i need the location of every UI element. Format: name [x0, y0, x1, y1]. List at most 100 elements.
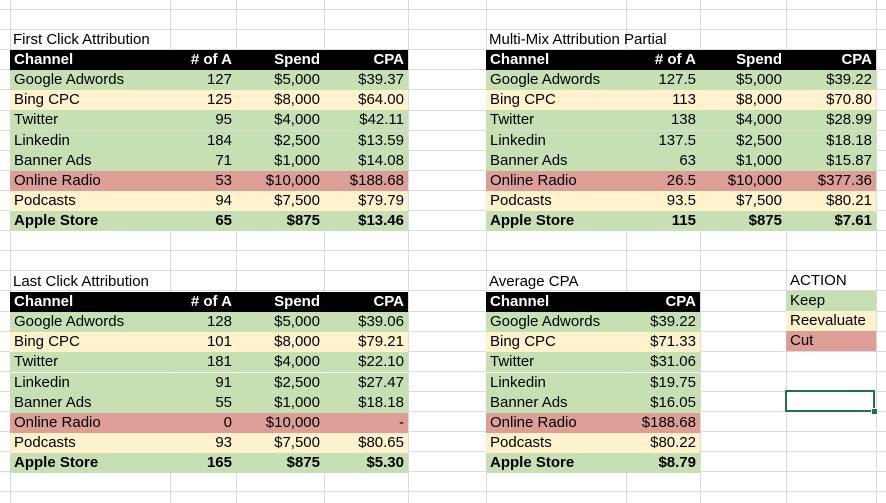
- table-cell[interactable]: Twitter: [490, 111, 535, 128]
- table-cell[interactable]: 165: [206, 454, 232, 471]
- column-header[interactable]: Spend: [274, 293, 320, 310]
- table-cell[interactable]: $80.22: [650, 434, 696, 451]
- table-cell[interactable]: $1,000: [274, 394, 320, 411]
- table-cell[interactable]: Podcasts: [14, 192, 76, 209]
- table-cell[interactable]: Banner Ads: [14, 394, 92, 411]
- table-cell[interactable]: -: [399, 414, 404, 431]
- table-cell[interactable]: $2,500: [274, 374, 320, 391]
- table-cell[interactable]: $5,000: [274, 313, 320, 330]
- table-cell[interactable]: Bing CPC: [14, 91, 80, 108]
- table-cell[interactable]: Online Radio: [14, 414, 101, 431]
- table-cell[interactable]: Google Adwords: [14, 71, 125, 88]
- table-cell[interactable]: 115: [671, 212, 696, 229]
- table-cell[interactable]: Banner Ads: [490, 394, 568, 411]
- table-cell[interactable]: 181: [206, 353, 232, 370]
- table-cell[interactable]: Linkedin: [14, 132, 70, 149]
- table-cell[interactable]: $5.30: [366, 454, 404, 471]
- table-cell[interactable]: $79.79: [358, 192, 404, 209]
- table-cell[interactable]: $875: [748, 212, 782, 229]
- table-cell[interactable]: $5,000: [736, 71, 782, 88]
- table-cell[interactable]: Apple Store: [14, 454, 99, 471]
- table-cell[interactable]: 93: [215, 434, 232, 451]
- table-cell[interactable]: 128: [206, 313, 232, 330]
- table-cell[interactable]: Linkedin: [490, 132, 546, 149]
- table-cell[interactable]: Bing CPC: [14, 333, 80, 350]
- table-cell[interactable]: $188.68: [641, 414, 696, 431]
- table-cell[interactable]: $28.99: [826, 111, 872, 128]
- fill-handle[interactable]: [871, 408, 878, 415]
- table-cell[interactable]: $71.33: [650, 333, 696, 350]
- table-cell[interactable]: Bing CPC: [490, 333, 556, 350]
- table-cell[interactable]: 125: [206, 91, 232, 108]
- table-cell[interactable]: 0: [223, 414, 232, 431]
- table-cell[interactable]: Online Radio: [14, 172, 101, 189]
- table-cell[interactable]: $27.47: [358, 374, 404, 391]
- table-cell[interactable]: 101: [206, 333, 232, 350]
- table-cell[interactable]: 137.5: [658, 132, 696, 149]
- table-cell[interactable]: 93.5: [666, 192, 696, 209]
- table-cell[interactable]: $14.08: [358, 152, 404, 169]
- table-cell[interactable]: Linkedin: [490, 374, 546, 391]
- table-cell[interactable]: $4,000: [274, 111, 320, 128]
- table-cell[interactable]: $18.18: [826, 132, 872, 149]
- table-cell[interactable]: Podcasts: [490, 192, 552, 209]
- column-header[interactable]: # of A: [190, 51, 232, 68]
- table-cell[interactable]: Online Radio: [490, 414, 577, 431]
- column-header[interactable]: CPA: [373, 293, 404, 310]
- column-header[interactable]: CPA: [665, 293, 696, 310]
- column-header[interactable]: Channel: [490, 293, 550, 310]
- table-cell[interactable]: Linkedin: [14, 374, 70, 391]
- table-cell[interactable]: $42.11: [359, 111, 404, 128]
- table-cell[interactable]: $7,500: [736, 192, 782, 209]
- table-cell[interactable]: $18.18: [358, 394, 404, 411]
- table-cell[interactable]: $875: [286, 212, 320, 229]
- table-cell[interactable]: $2,500: [274, 132, 320, 149]
- table-cell[interactable]: 65: [215, 212, 232, 229]
- table-cell[interactable]: $15.87: [826, 152, 872, 169]
- table-cell[interactable]: $39.06: [358, 313, 404, 330]
- table-cell[interactable]: 91: [215, 374, 232, 391]
- table-cell[interactable]: 95: [215, 111, 232, 128]
- table-cell[interactable]: $8,000: [274, 333, 320, 350]
- column-header[interactable]: Spend: [736, 51, 782, 68]
- table-cell[interactable]: $39.22: [650, 313, 696, 330]
- column-header[interactable]: Channel: [14, 293, 74, 310]
- table-cell[interactable]: Banner Ads: [490, 152, 568, 169]
- table-cell[interactable]: $39.37: [358, 71, 404, 88]
- table-cell[interactable]: $79.21: [358, 333, 404, 350]
- table-cell[interactable]: $31.06: [650, 353, 696, 370]
- table-cell[interactable]: $7.61: [834, 212, 872, 229]
- table-cell[interactable]: 184: [206, 132, 232, 149]
- table-cell[interactable]: $70.80: [826, 91, 872, 108]
- column-header[interactable]: # of A: [190, 293, 232, 310]
- table-cell[interactable]: $80.21: [826, 192, 872, 209]
- table-cell[interactable]: 94: [215, 192, 232, 209]
- table-cell[interactable]: $5,000: [274, 71, 320, 88]
- table-cell[interactable]: Banner Ads: [14, 152, 92, 169]
- table-cell[interactable]: $10,000: [265, 414, 320, 431]
- table-cell[interactable]: 127.5: [658, 71, 696, 88]
- table-cell[interactable]: Twitter: [490, 353, 535, 370]
- table-cell[interactable]: Bing CPC: [490, 91, 556, 108]
- table-cell[interactable]: Podcasts: [14, 434, 76, 451]
- table-cell[interactable]: $13.59: [358, 132, 404, 149]
- table-cell[interactable]: $80.65: [358, 434, 404, 451]
- column-header[interactable]: CPA: [841, 51, 872, 68]
- table-cell[interactable]: $13.46: [358, 212, 404, 229]
- table-cell[interactable]: $22.10: [358, 353, 404, 370]
- table-cell[interactable]: Podcasts: [490, 434, 552, 451]
- table-cell[interactable]: Google Adwords: [14, 313, 125, 330]
- table-cell[interactable]: $4,000: [736, 111, 782, 128]
- table-cell[interactable]: $188.68: [349, 172, 404, 189]
- table-cell[interactable]: 63: [679, 152, 696, 169]
- table-cell[interactable]: Apple Store: [14, 212, 99, 229]
- table-cell[interactable]: $1,000: [274, 152, 320, 169]
- table-cell[interactable]: 55: [215, 394, 232, 411]
- table-cell[interactable]: 26.5: [666, 172, 696, 189]
- table-cell[interactable]: $7,500: [274, 434, 320, 451]
- table-cell[interactable]: 53: [215, 172, 232, 189]
- selected-cell[interactable]: [785, 390, 875, 412]
- column-header[interactable]: CPA: [373, 51, 404, 68]
- table-cell[interactable]: $10,000: [727, 172, 782, 189]
- table-cell[interactable]: Apple Store: [490, 212, 575, 229]
